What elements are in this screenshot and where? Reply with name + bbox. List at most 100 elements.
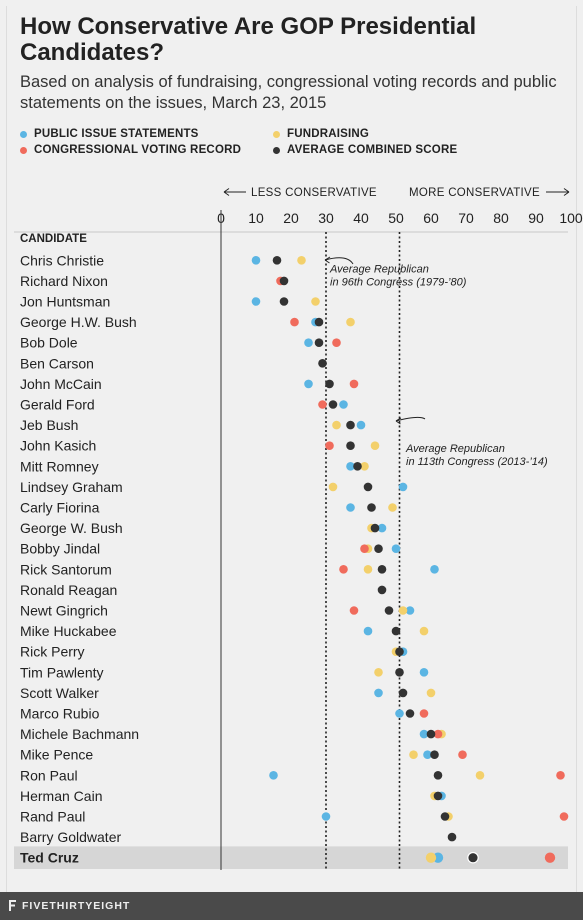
candidate-name: Jeb Bush — [20, 417, 78, 433]
x-tick-label: 30 — [318, 210, 334, 226]
x-tick-label: 70 — [458, 210, 474, 226]
fundraising-point — [346, 317, 355, 327]
average-score-point — [430, 750, 439, 759]
issue-statement-point — [391, 544, 401, 553]
average-score-point — [377, 565, 387, 574]
candidate-name: Ron Paul — [20, 767, 78, 783]
annotation-arrow-icon — [324, 257, 354, 265]
voting-record-point — [556, 771, 565, 780]
x-tick-label: 90 — [528, 210, 544, 226]
candidate-name: Carly Fiorina — [20, 500, 100, 516]
average-score-point — [363, 482, 373, 492]
direction-label-less: LESS CONSERVATIVE — [251, 187, 377, 199]
legend-dot-fundraising — [273, 131, 280, 138]
candidate-name: John McCain — [20, 376, 102, 392]
candidate-name: Lindsey Graham — [20, 479, 123, 495]
voting-record-point — [318, 400, 327, 409]
issue-statement-point — [356, 420, 366, 430]
annotation-arrow-icon — [395, 416, 426, 422]
fundraising-point — [360, 462, 369, 471]
issue-statement-point — [398, 482, 408, 492]
average-score-point — [433, 791, 443, 801]
fivethirtyeight-logo-icon — [9, 900, 16, 911]
issue-statement-point — [269, 771, 278, 780]
candidate-name: Ronald Reagan — [20, 582, 117, 598]
x-tick-label: 80 — [493, 210, 509, 226]
candidate-name: Bobby Jindal — [20, 541, 100, 557]
candidate-name: Mike Huckabee — [20, 623, 117, 639]
voting-record-point — [433, 729, 443, 739]
legend-dot-issues — [20, 131, 27, 138]
direction-label-more: MORE CONSERVATIVE — [409, 187, 540, 199]
x-tick-label: 60 — [423, 210, 439, 226]
voting-record-point — [290, 317, 299, 327]
x-tick-label: 50 — [388, 210, 404, 226]
fundraising-point — [388, 503, 397, 512]
average-score-point — [377, 585, 387, 595]
fundraising-point — [374, 668, 383, 677]
chart-frame — [6, 6, 577, 892]
voting-record-point — [419, 709, 429, 718]
fundraising-point — [311, 297, 320, 306]
voting-record-point — [349, 606, 359, 615]
candidate-name: Bob Dole — [20, 335, 78, 351]
issue-statement-point — [346, 462, 355, 471]
candidate-name: Newt Gingrich — [20, 603, 108, 619]
reference-annotation-line2: in 96th Congress (1979-’80) — [330, 277, 467, 289]
issue-statement-point — [346, 503, 355, 512]
candidate-name: George H.W. Bush — [20, 314, 137, 330]
voting-record-point — [349, 379, 359, 389]
reference-annotation-line1: Average Republican — [329, 264, 429, 276]
candidate-name: Rick Perry — [20, 644, 85, 660]
average-score-point — [447, 832, 457, 842]
legend-label-issues: PUBLIC ISSUE STATEMENTS — [34, 128, 199, 140]
x-tick-label: 10 — [248, 210, 264, 226]
average-score-point — [272, 256, 282, 265]
average-score-point — [374, 544, 383, 553]
chart-subtitle: Based on analysis of fundraising, congre… — [20, 73, 557, 112]
fundraising-point — [328, 482, 338, 492]
average-score-point — [328, 400, 338, 409]
fundraising-point — [409, 750, 418, 759]
footer-brand: FIVETHIRTYEIGHT — [22, 900, 131, 912]
issue-statement-point — [377, 523, 387, 533]
legend-label-fundraising: FUNDRAISING — [287, 128, 370, 140]
voting-record-point — [544, 852, 556, 863]
legend-label-average: AVERAGE COMBINED SCORE — [287, 144, 458, 156]
annotation-arrow-head-icon — [324, 256, 331, 264]
candidate-name: Mitt Romney — [20, 458, 99, 474]
fundraising-point — [297, 256, 306, 265]
candidate-name: Herman Cain — [20, 788, 102, 804]
voting-record-point — [339, 565, 348, 574]
reference-annotation-line1: Average Republican — [405, 443, 505, 455]
issue-statement-point — [374, 688, 383, 698]
voting-record-point — [458, 750, 467, 759]
average-score-point — [353, 462, 362, 471]
average-score-point — [279, 297, 289, 306]
average-score-point — [325, 379, 334, 389]
legend-dot-average — [273, 147, 280, 154]
average-score-point — [318, 359, 327, 368]
issue-statement-point — [339, 400, 348, 409]
candidate-name: Ted Cruz — [20, 850, 79, 866]
voting-record-point — [559, 812, 569, 821]
average-score-point — [440, 812, 450, 821]
fundraising-point — [370, 441, 380, 451]
average-score-point — [405, 709, 415, 718]
issue-statement-point — [304, 379, 313, 389]
fundraising-point — [426, 688, 436, 698]
voting-record-point — [360, 544, 369, 553]
issue-statement-point — [304, 338, 313, 347]
annotation-arrow-head-icon — [395, 417, 402, 425]
issue-statement-point — [419, 729, 429, 739]
fundraising-point — [398, 606, 408, 615]
legend: PUBLIC ISSUE STATEMENTS FUNDRAISING CONG… — [20, 128, 560, 162]
voting-record-point — [325, 441, 334, 451]
issue-statement-point — [423, 750, 432, 759]
chart-title: How Conservative Are GOP Presidential Ca… — [20, 13, 477, 66]
issue-statement-point — [419, 668, 429, 677]
fundraising-point — [425, 852, 437, 863]
less-arrow-head-icon — [223, 188, 230, 196]
average-score-point — [346, 441, 355, 451]
